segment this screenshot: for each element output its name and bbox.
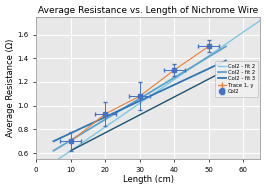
Line: Trace 1, y: Trace 1, y	[68, 44, 211, 144]
Trace 1, y	[173, 69, 176, 71]
Col2 - fit 3	[224, 59, 227, 62]
X-axis label: Length (cm): Length (cm)	[123, 175, 174, 184]
Col2 - fit 3	[52, 140, 55, 142]
Trace 1, y	[69, 140, 72, 142]
Trace 1, y	[207, 45, 210, 48]
Trace 1, y	[104, 113, 107, 115]
Line: Col2 - fit 3: Col2 - fit 3	[53, 61, 226, 141]
Trace 1, y	[138, 95, 141, 97]
Legend: Col2 - fit 2, Col2 - fit 2, Col2 - fit 3, Trace 1, y, Col2: Col2 - fit 2, Col2 - fit 2, Col2 - fit 3…	[215, 61, 258, 97]
Title: Average Resistance vs. Length of Nichrome Wire: Average Resistance vs. Length of Nichrom…	[38, 6, 259, 15]
Line: Col2 - fit 2: Col2 - fit 2	[53, 46, 226, 151]
Col2 - fit 2	[224, 45, 227, 48]
Col2 - fit 2	[52, 150, 55, 152]
Y-axis label: Average Resistance (Ω): Average Resistance (Ω)	[6, 39, 15, 137]
